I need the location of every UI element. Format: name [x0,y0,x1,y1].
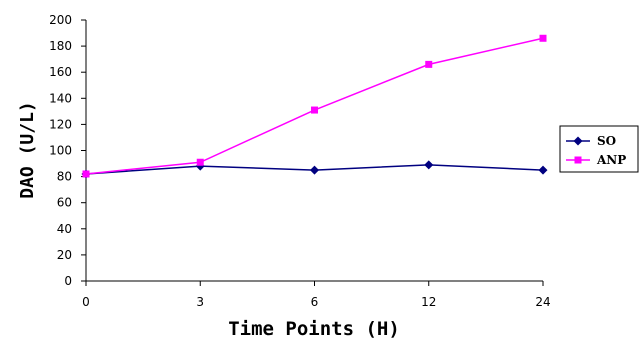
y-tick-label: 0 [64,274,72,288]
y-tick-label: 40 [57,222,72,236]
data-point-so [424,160,434,170]
y-tick-label: 60 [57,196,72,210]
series-layer [81,34,548,179]
legend-marker-anp [574,156,582,164]
y-tick-label: 120 [49,117,72,131]
data-point-so [538,165,548,175]
y-axis-title: DAO (U/L) [17,101,38,199]
legend-box [559,125,639,173]
data-point-anp [539,34,547,42]
y-tick-label: 180 [49,39,72,53]
y-tick-label: 100 [49,144,72,158]
x-axis-title: Time Points (H) [228,318,400,340]
plot-area: 0 20 40 60 80 100 120 140 160 180 200 0 3 6 12 24 [49,13,551,309]
y-tick-label: 140 [49,91,72,105]
y-tick-label: 80 [57,170,72,184]
legend-items: SO ANP [566,134,626,167]
legend-label-so: SO [597,134,616,148]
x-tick-label: 12 [421,295,436,309]
x-tick-label: 24 [535,295,550,309]
data-point-so [310,165,319,175]
legend: SO ANP [559,125,639,173]
data-point-anp [311,106,318,114]
y-tick-label: 160 [49,65,72,79]
series-anp [82,34,547,178]
series-line-anp [85,37,544,175]
y-ticks: 0 20 40 60 80 100 120 140 160 180 200 [49,13,86,288]
series-so [81,160,548,179]
legend-label-anp: ANP [596,153,626,167]
legend-marker-so [573,136,583,146]
x-tick-label: 0 [82,295,90,309]
x-tick-label: 6 [311,295,319,309]
y-tick-label: 200 [49,13,72,27]
y-tick-label: 20 [57,248,72,262]
x-ticks: 0 3 6 12 24 [82,281,551,309]
x-tick-label: 3 [196,295,204,309]
data-point-anp [196,158,204,166]
data-point-anp [425,60,433,68]
data-point-anp [82,170,90,178]
